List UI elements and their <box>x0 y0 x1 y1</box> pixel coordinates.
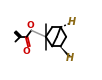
Polygon shape <box>60 46 71 56</box>
Text: H: H <box>65 53 73 63</box>
Text: O: O <box>23 47 31 56</box>
Text: O: O <box>27 21 34 30</box>
Text: H: H <box>67 17 75 27</box>
